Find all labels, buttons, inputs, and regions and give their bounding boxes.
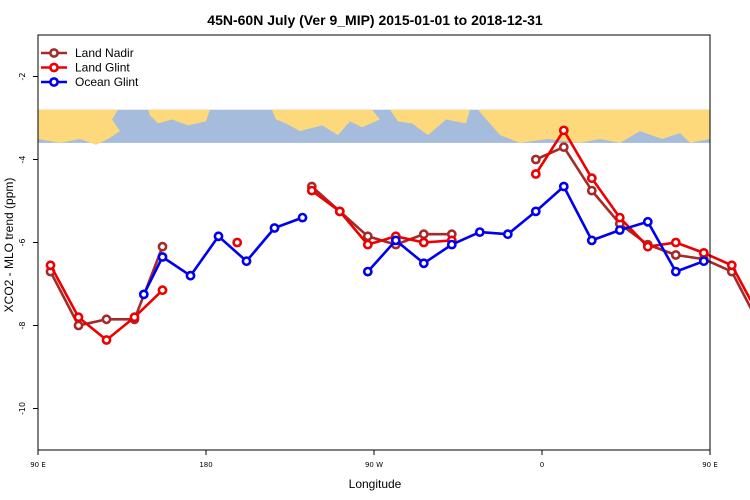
data-point — [157, 252, 168, 262]
data-point — [101, 314, 112, 325]
x-tick-label: 0 — [540, 461, 544, 469]
data-point — [502, 229, 513, 240]
data-point — [586, 185, 597, 196]
data-point — [642, 216, 653, 227]
y-tick-label: -10 — [18, 402, 27, 415]
legend-marker — [49, 48, 59, 58]
data-point — [129, 312, 140, 323]
legend-label: Land Nadir — [75, 46, 134, 60]
data-point — [362, 231, 373, 242]
data-point — [670, 250, 681, 260]
data-point — [530, 169, 541, 179]
map-landmass — [390, 109, 470, 136]
data-point — [73, 320, 84, 331]
legend-label: Ocean Glint — [75, 75, 139, 89]
x-tick-label: 180 — [199, 461, 212, 469]
series-land-glint — [45, 125, 750, 345]
map-landmass — [478, 109, 710, 143]
data-point — [297, 212, 308, 223]
data-point — [101, 335, 112, 345]
data-point — [530, 154, 541, 165]
chart-title: 45N-60N July (Ver 9_MIP) 2015-01-01 to 2… — [207, 12, 543, 28]
data-point — [362, 266, 373, 277]
data-point — [73, 312, 84, 323]
x-tick-label: 90 E — [702, 461, 718, 469]
plot-frame — [37, 34, 711, 451]
x-tick-label: 90 W — [365, 461, 383, 469]
data-point — [698, 256, 709, 267]
data-point — [185, 270, 196, 281]
legend-label: Land Glint — [75, 61, 130, 75]
data-point — [614, 212, 625, 223]
data-point — [614, 225, 625, 235]
data-point — [558, 142, 569, 152]
data-point — [558, 181, 569, 192]
data-point — [642, 241, 653, 252]
data-point — [418, 258, 429, 269]
data-point — [726, 260, 737, 271]
data-point — [157, 241, 168, 252]
data-point — [670, 237, 681, 248]
map-landmass — [272, 109, 380, 136]
x-axis-label: Longitude — [349, 477, 402, 491]
legend-marker — [49, 62, 59, 73]
plot-series — [45, 125, 750, 345]
data-point — [45, 260, 56, 271]
data-point — [418, 237, 429, 248]
data-point — [157, 285, 168, 296]
y-axis-label: XCO2 - MLO trend (ppm) — [2, 178, 16, 313]
data-point — [138, 289, 149, 300]
y-tick-label: -2 — [18, 73, 27, 81]
map-landmass — [38, 109, 120, 145]
data-point — [558, 125, 569, 136]
data-point — [334, 206, 345, 217]
data-point — [474, 227, 485, 237]
data-point — [306, 185, 317, 196]
data-point — [698, 247, 709, 258]
y-tick-label: -4 — [18, 156, 27, 164]
y-axis: -2 -4 -6 -8 -10 — [18, 73, 38, 415]
data-point — [586, 173, 597, 184]
series-ocean-glint — [138, 181, 709, 300]
data-point — [446, 239, 457, 250]
data-point — [670, 266, 681, 277]
map-landmass — [148, 109, 210, 126]
data-point — [241, 256, 252, 267]
data-point — [530, 206, 541, 217]
x-tick-label: 90 E — [30, 461, 46, 469]
data-point — [418, 229, 429, 240]
y-tick-label: -6 — [18, 239, 27, 247]
data-point — [232, 237, 243, 248]
data-point — [586, 235, 597, 246]
map-land — [38, 109, 710, 145]
legend-marker — [49, 77, 59, 87]
data-point — [269, 223, 280, 233]
x-axis: 90 E 180 90 W 0 90 E — [30, 450, 718, 469]
map-band — [38, 109, 710, 145]
data-point — [213, 231, 224, 242]
y-tick-label: -8 — [18, 322, 27, 330]
data-point — [362, 239, 373, 250]
data-point — [390, 235, 401, 246]
